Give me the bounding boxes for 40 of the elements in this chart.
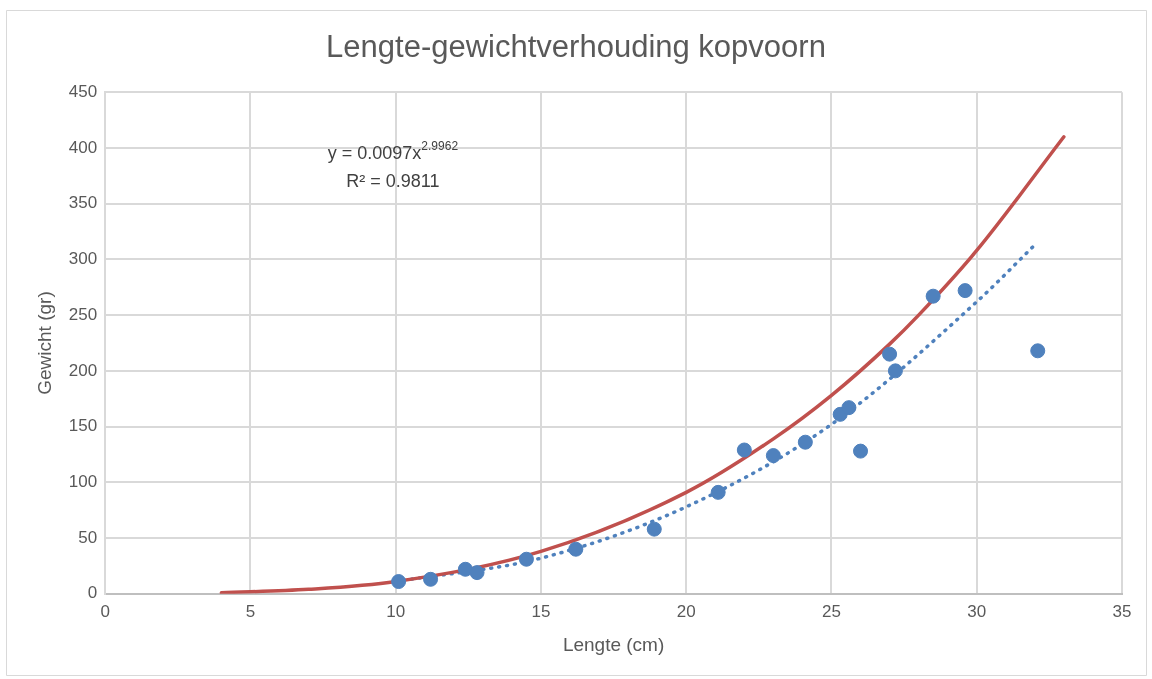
point	[423, 571, 439, 587]
point	[925, 288, 941, 304]
point	[797, 434, 813, 450]
point	[853, 443, 869, 459]
point	[841, 400, 857, 416]
y-tick-label: 200	[68, 360, 98, 380]
point	[568, 541, 584, 557]
y-tick-label: 250	[68, 304, 98, 324]
y-tick-label: 0	[87, 583, 98, 603]
chart-title: Lengte-gewichtverhouding kopvoorn	[326, 29, 826, 65]
point	[957, 283, 973, 299]
point	[887, 363, 903, 379]
point	[1030, 343, 1046, 359]
x-tick-label: 35	[1112, 601, 1132, 621]
y-tick-label: 300	[68, 249, 98, 269]
point	[710, 484, 726, 500]
point	[882, 346, 898, 362]
point	[469, 565, 485, 581]
y-tick-label: 50	[78, 527, 98, 547]
y-tick-label: 350	[68, 193, 98, 213]
y-tick-label: 400	[68, 137, 98, 157]
x-tick-label: 25	[822, 601, 841, 621]
y-tick-label: 150	[68, 416, 98, 436]
point	[765, 448, 781, 464]
point	[646, 521, 662, 537]
y-tick-label: 100	[68, 472, 98, 492]
x-tick-label: 20	[676, 601, 696, 621]
x-tick-label: 10	[386, 601, 406, 621]
x-tick-label: 15	[531, 601, 551, 621]
point	[518, 551, 534, 567]
annotation: R² = 0.9811	[346, 171, 440, 192]
point	[736, 442, 752, 458]
point	[391, 574, 407, 590]
x-tick-label: 30	[967, 601, 987, 621]
line-series	[219, 135, 1066, 594]
y-tick-label: 450	[68, 81, 98, 101]
x-axis-title: Lengte (cm)	[562, 633, 665, 655]
y-axis-title: Gewicht (gr)	[33, 291, 55, 395]
x-tick-label: 5	[245, 601, 256, 621]
point	[457, 561, 473, 577]
